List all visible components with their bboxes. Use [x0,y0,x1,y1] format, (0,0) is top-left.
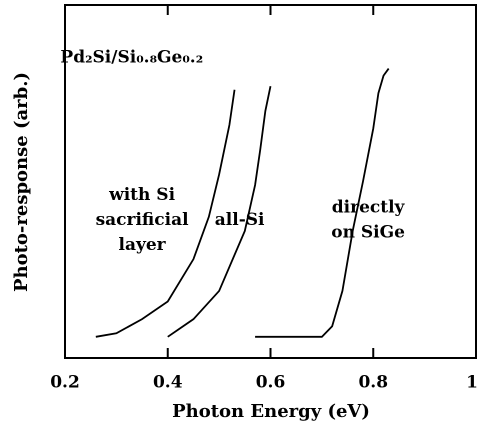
line-series [255,68,390,338]
annotation: layer [119,235,167,255]
line-series [95,89,236,338]
x-tick-label: 0.6 [256,373,286,393]
annotation: on SiGe [331,222,405,242]
annotation: sacrificial [96,210,190,230]
line-series [167,86,272,338]
x-tick-label: 0.8 [358,373,388,393]
y-axis-label: Photo-response (arb.) [11,72,32,292]
annotation: Pd₂Si/Si₀.₈Ge₀.₂ [60,47,203,67]
annotation: directly [332,197,406,217]
annotation: all-Si [215,210,265,230]
x-tick-label: 0.2 [50,373,80,393]
annotation: with Si [108,185,176,205]
x-tick-label: 1 [466,373,478,393]
x-tick-label: 0.4 [153,373,183,393]
x-axis-label: Photon Energy (eV) [172,401,370,422]
